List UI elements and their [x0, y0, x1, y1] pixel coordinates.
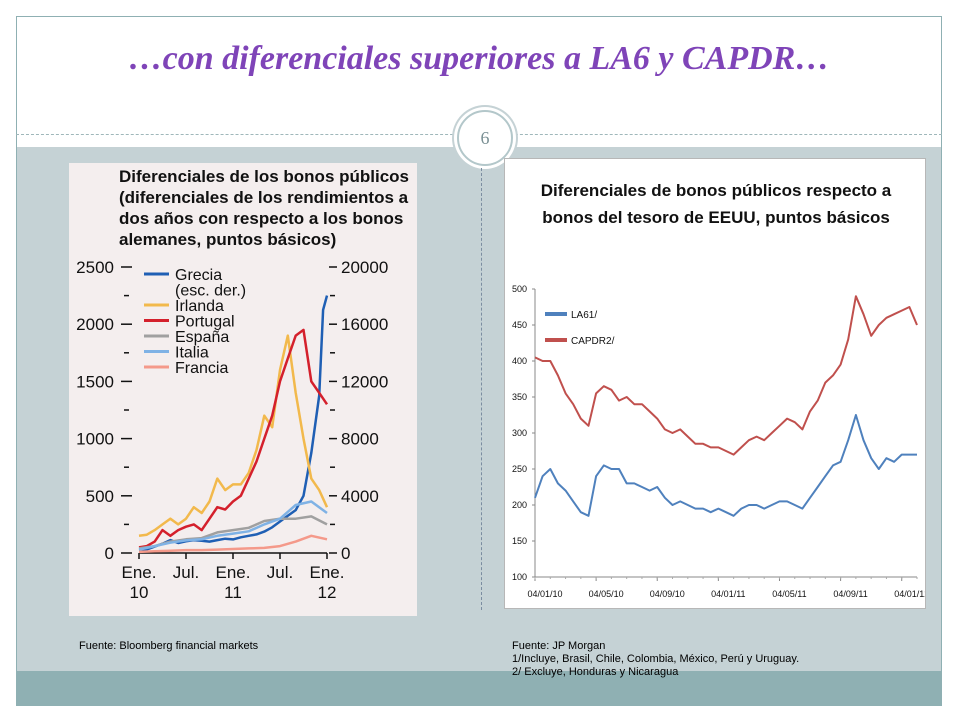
- x-axis-tick-label: Ene.: [310, 563, 345, 582]
- y-axis-tick-label: 100: [512, 572, 527, 582]
- chart-title-line: Diferenciales de los bonos públicos: [119, 167, 409, 186]
- left-source-note: Fuente: Bloomberg financial markets: [79, 640, 259, 652]
- x-axis-tick-label: 12: [318, 583, 337, 602]
- series-line: [138, 328, 329, 549]
- legend-label: Portugal: [175, 314, 235, 331]
- legend-label: LA61/: [571, 310, 597, 321]
- legend-label: Irlanda: [175, 298, 224, 315]
- legend-label: Grecia: [175, 267, 222, 284]
- right-axis-tick-label: 8000: [341, 430, 379, 449]
- slide-title: …con diferenciales superiores a LA6 y CA…: [128, 40, 830, 77]
- page-number: 6: [480, 127, 490, 148]
- left-axis-tick-label: 1000: [76, 430, 114, 449]
- left-axis-tick-label: 0: [105, 544, 114, 563]
- x-axis-tick-label: Jul.: [267, 563, 293, 582]
- chart-title-line: (diferenciales de los rendimientos a: [119, 188, 409, 207]
- chart-background: [69, 163, 417, 616]
- series-line: [138, 334, 329, 538]
- series-line: [534, 414, 917, 517]
- chart-title-line: alemanes, puntos básicos): [119, 230, 336, 249]
- legend-label: Italia: [175, 345, 209, 362]
- y-axis-tick-label: 250: [512, 464, 527, 474]
- y-axis-tick-label: 500: [512, 284, 527, 294]
- legend-label: (esc. der.): [175, 283, 246, 300]
- right-axis-tick-label: 12000: [341, 372, 388, 391]
- column-divider: [481, 168, 482, 610]
- x-axis-tick-label: Ene.: [122, 563, 157, 582]
- chart-title-line: bonos del tesoro de EEUU, puntos básicos: [542, 208, 890, 227]
- x-axis-tick-label: 04/01/12: [894, 589, 925, 599]
- right-source-line-2: 1/Incluye, Brasil, Chile, Colombia, Méxi…: [512, 653, 800, 665]
- right-axis-tick-label: 0: [341, 544, 350, 563]
- right-axis-tick-label: 4000: [341, 487, 379, 506]
- right-chart-panel: Diferenciales de bonos públicos respecto…: [504, 158, 929, 609]
- left-axis-tick-label: 500: [86, 487, 114, 506]
- x-axis-tick-label: 04/09/10: [650, 589, 685, 599]
- x-axis-tick-label: Jul.: [173, 563, 199, 582]
- x-axis-tick-label: 10: [130, 583, 149, 602]
- legend-label: Francia: [175, 360, 228, 377]
- footer-band: [17, 671, 941, 705]
- x-axis-tick-label: Ene.: [216, 563, 251, 582]
- x-axis-tick-label: 04/01/11: [711, 589, 745, 599]
- right-axis-tick-label: 16000: [341, 315, 388, 334]
- left-axis-tick-label: 2500: [76, 258, 114, 277]
- y-axis-tick-label: 400: [512, 356, 527, 366]
- y-axis-tick-label: 200: [512, 500, 527, 510]
- chart-title-line: Diferenciales de bonos públicos respecto…: [541, 181, 892, 200]
- series-line: [138, 500, 328, 551]
- x-axis-tick-label: 04/09/11: [833, 589, 867, 599]
- x-axis-tick-label: 04/05/10: [589, 589, 624, 599]
- y-axis-tick-label: 450: [512, 320, 527, 330]
- y-axis-tick-label: 350: [512, 392, 527, 402]
- right-source-line-1: Fuente: JP Morgan: [512, 640, 606, 652]
- left-chart-panel: Diferenciales de los bonos públicos (dife…: [69, 163, 417, 616]
- legend-label: España: [175, 329, 229, 346]
- right-chart: Diferenciales de bonos públicos respecto…: [512, 181, 929, 599]
- y-axis-tick-label: 300: [512, 428, 527, 438]
- slide-frame: [16, 16, 942, 706]
- left-axis-tick-label: 2000: [76, 315, 114, 334]
- x-axis-tick-label: 04/01/10: [527, 589, 562, 599]
- x-axis-tick-label: 04/05/11: [772, 589, 806, 599]
- right-source-line-3: 2/ Excluye, Honduras y Nicaragua: [512, 666, 679, 678]
- chart-title-line: dos años con respecto a los bonos: [119, 209, 403, 228]
- page-number-badge: 6: [457, 110, 513, 166]
- y-axis-tick-label: 150: [512, 536, 527, 546]
- right-axis-tick-label: 20000: [341, 258, 388, 277]
- series-line: [138, 534, 328, 554]
- series-line: [534, 295, 918, 456]
- left-axis-tick-label: 1500: [76, 372, 114, 391]
- legend-label: CAPDR2/: [571, 336, 615, 347]
- left-chart: Diferenciales de los bonos públicos (dife…: [69, 163, 417, 616]
- x-axis-tick-label: 11: [224, 583, 242, 602]
